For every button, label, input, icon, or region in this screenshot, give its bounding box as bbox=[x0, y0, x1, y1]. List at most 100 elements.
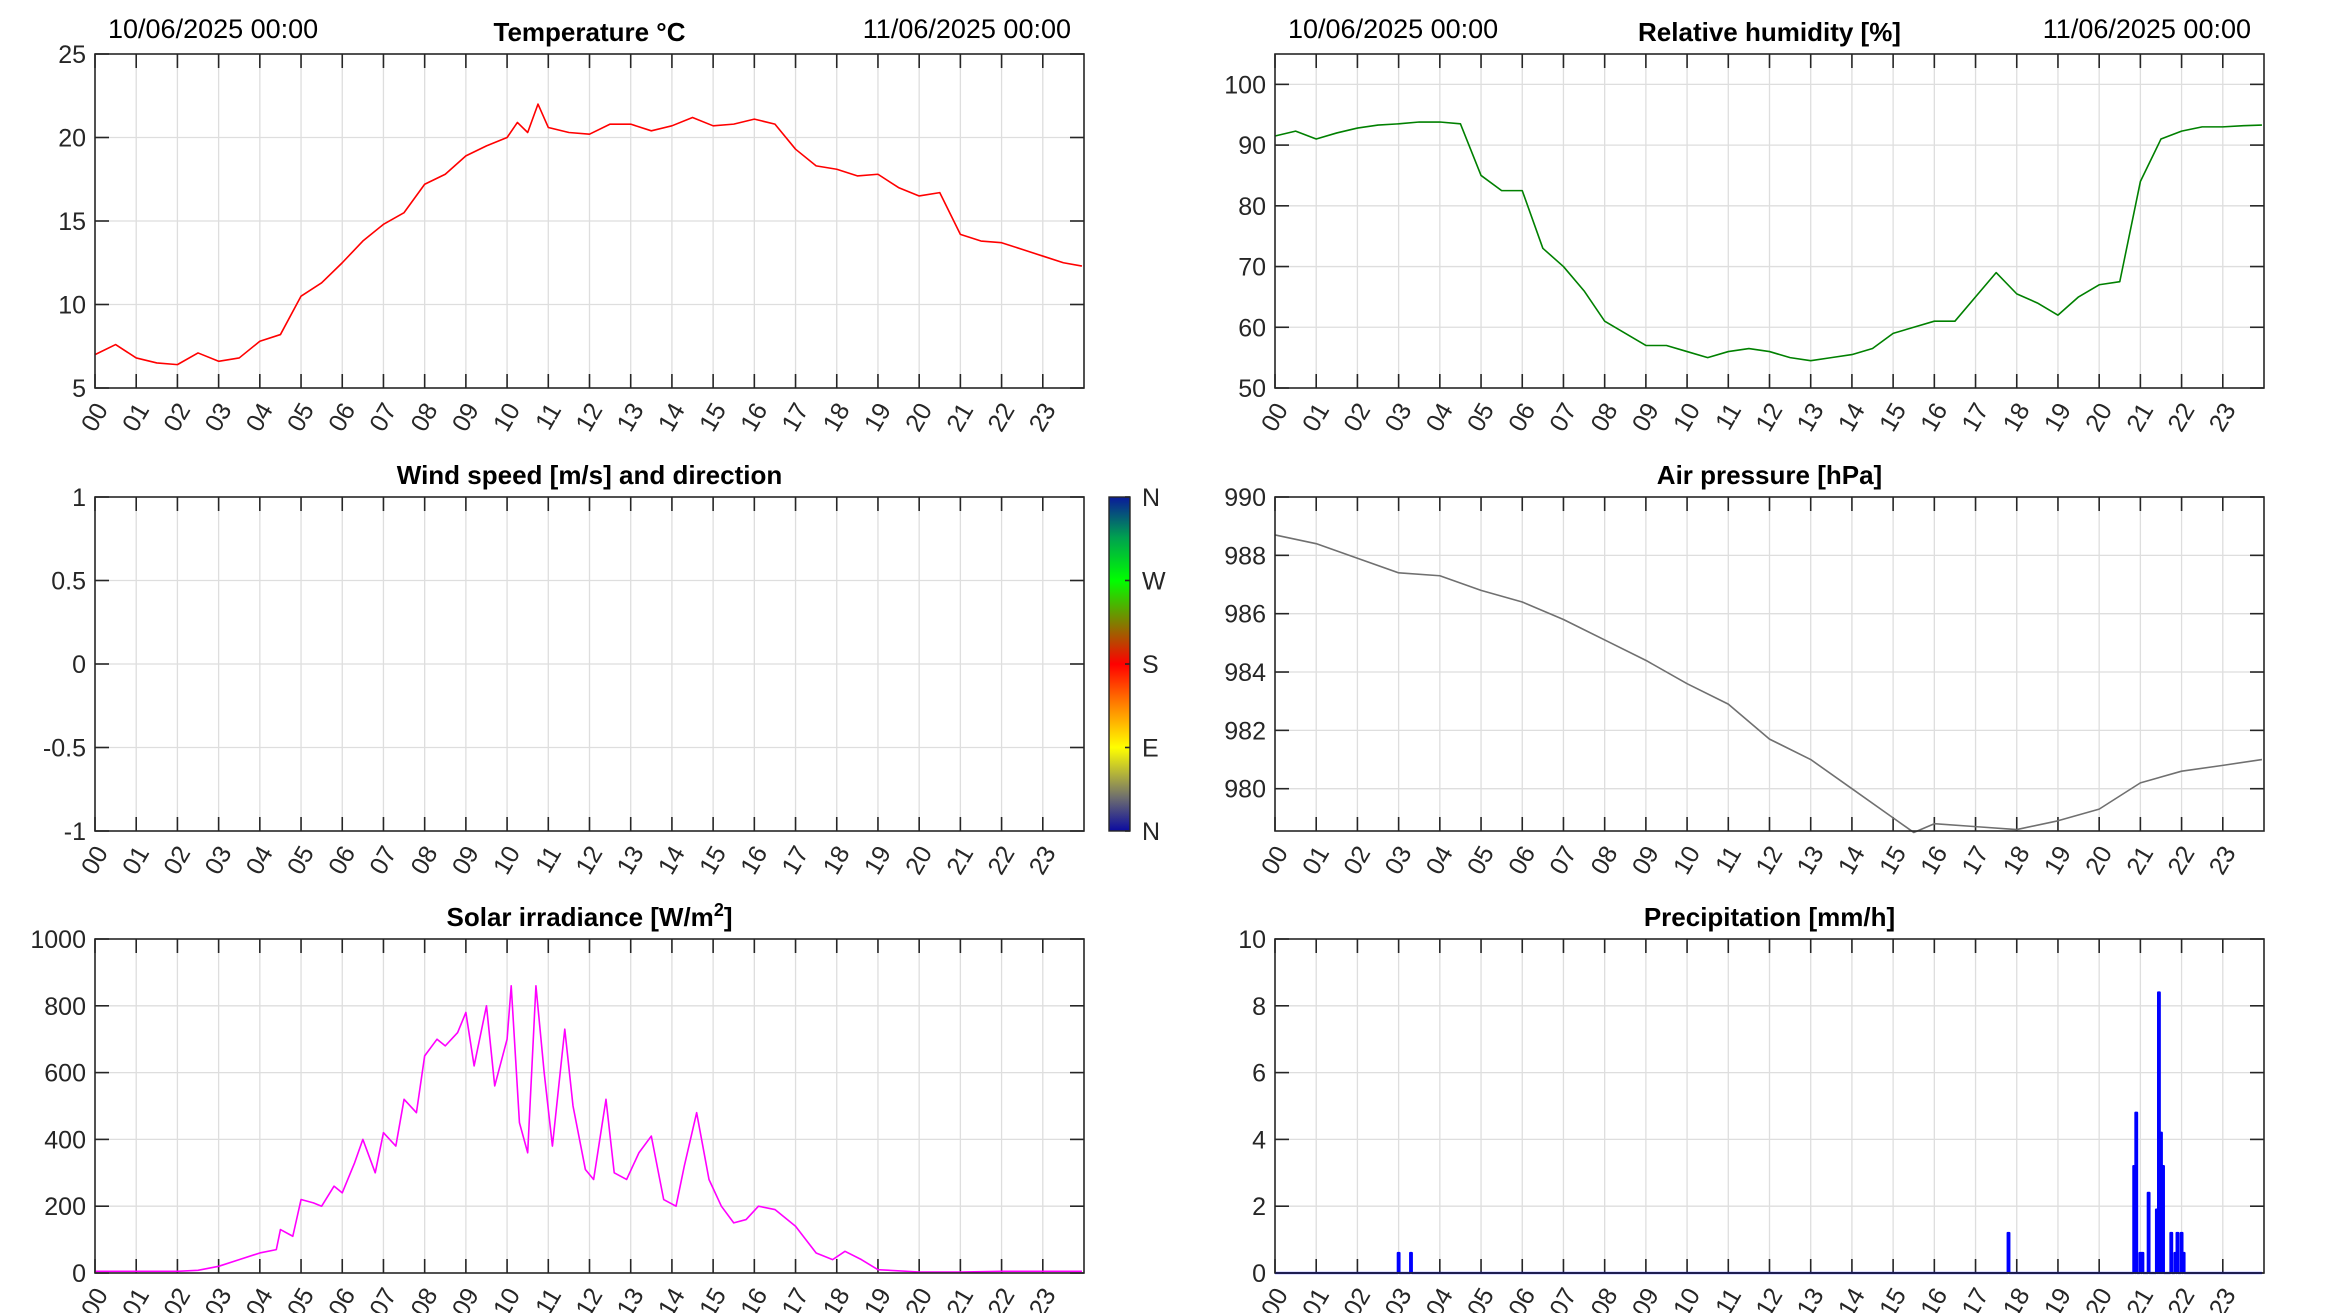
x-tick-label: 13 bbox=[611, 841, 649, 879]
chart-title-text: Precipitation [mm/h] bbox=[1644, 902, 1895, 932]
y-tick-label: 70 bbox=[1238, 254, 1266, 282]
axes-frame bbox=[94, 496, 1085, 832]
x-tick-label: 21 bbox=[2121, 398, 2159, 436]
x-tick-label: 03 bbox=[1379, 1283, 1417, 1313]
x-tick-label: 11 bbox=[530, 398, 567, 434]
chart-title-end: ] bbox=[724, 902, 733, 932]
x-tick-label: 23 bbox=[1024, 841, 1062, 879]
y-tick-label: 600 bbox=[44, 1060, 86, 1088]
solar-chart: 00 01 02 03 04 05 06 07 08 09 10 11 12 13 14 15 16 17 18 19… bbox=[30, 900, 1085, 1313]
x-tick-label: 04 bbox=[241, 1283, 279, 1313]
y-tick-label: 4 bbox=[1252, 1126, 1266, 1154]
x-tick-label: 13 bbox=[611, 398, 649, 436]
chart-title: Air pressure [hPa] bbox=[1657, 460, 1882, 490]
x-tick-label: 12 bbox=[570, 1283, 608, 1313]
x-tick-label: 07 bbox=[1544, 841, 1582, 879]
chart-title-text: Air pressure [hPa] bbox=[1657, 460, 1882, 490]
y-tick-label: 990 bbox=[1224, 484, 1266, 512]
x-tick-label: 10 bbox=[488, 841, 526, 879]
x-tick-label: 15 bbox=[694, 398, 732, 436]
x-tick-label: 01 bbox=[1297, 1283, 1335, 1313]
x-tick-label: 21 bbox=[941, 841, 979, 879]
x-tick-label: 05 bbox=[1462, 1283, 1500, 1313]
chart-title: Wind speed [m/s] and direction bbox=[397, 460, 782, 490]
x-tick-label: 04 bbox=[1421, 1283, 1459, 1313]
x-tick-label: 02 bbox=[158, 1283, 196, 1313]
x-tick-label: 01 bbox=[117, 841, 155, 879]
x-tick-label: 09 bbox=[1627, 1283, 1665, 1313]
x-tick-label: 20 bbox=[2080, 1283, 2118, 1313]
x-tick-label: 04 bbox=[1421, 841, 1459, 879]
x-tick-label: 22 bbox=[982, 841, 1020, 879]
y-tick-label: 20 bbox=[58, 125, 86, 153]
y-tick-label: 50 bbox=[1238, 375, 1266, 403]
pressure-series-line bbox=[1274, 534, 2263, 834]
x-tick-label: 22 bbox=[982, 1283, 1020, 1313]
x-tick-label: 17 bbox=[776, 841, 814, 879]
x-tick-label: 10 bbox=[1668, 1283, 1706, 1313]
x-tick-label: 06 bbox=[323, 398, 361, 436]
x-tick-label: 00 bbox=[1256, 398, 1294, 436]
x-tick-label: 21 bbox=[941, 398, 979, 436]
wind-chart: 00 01 02 03 04 05 06 07 08 09 10 11 12 13 14 15 16 17 18 19… bbox=[43, 460, 1166, 879]
x-tick-label: 07 bbox=[1544, 398, 1582, 436]
x-tick-label: 20 bbox=[900, 841, 938, 879]
x-tick-label: 00 bbox=[76, 841, 114, 879]
x-tick-label: 05 bbox=[282, 841, 320, 879]
precipitation-chart: 00 01 02 03 04 05 06 07 08 09 10 11 12 13 14 15 16 17 18 19… bbox=[1238, 902, 2265, 1313]
x-tick-label: 03 bbox=[1379, 398, 1417, 436]
x-tick-label: 16 bbox=[1915, 841, 1953, 879]
y-tick-label: 10 bbox=[1238, 926, 1266, 954]
x-tick-label: 23 bbox=[1024, 1283, 1062, 1313]
x-tick-label: 20 bbox=[2080, 398, 2118, 436]
x-tick-label: 03 bbox=[1379, 841, 1417, 879]
x-tick-label: 09 bbox=[1627, 398, 1665, 436]
x-tick-label: 23 bbox=[2204, 1283, 2242, 1313]
x-tick-label: 07 bbox=[364, 398, 402, 436]
x-tick-label: 03 bbox=[199, 398, 237, 436]
x-tick-label: 05 bbox=[282, 398, 320, 436]
x-tick-label: 11 bbox=[1710, 1283, 1747, 1313]
x-tick-label: 19 bbox=[2039, 1283, 2077, 1313]
y-tick-label: 15 bbox=[58, 208, 86, 236]
x-tick-label: 13 bbox=[1791, 841, 1829, 879]
x-tick-label: 01 bbox=[1297, 841, 1335, 879]
chart-title: Relative humidity [%] bbox=[1638, 17, 1901, 47]
x-tick-label: 06 bbox=[323, 1283, 361, 1313]
x-tick-label: 18 bbox=[818, 398, 856, 436]
x-tick-label: 03 bbox=[199, 841, 237, 879]
chart-title-text: Temperature °C bbox=[494, 17, 686, 47]
y-tick-label: 982 bbox=[1224, 717, 1266, 745]
y-tick-label: 980 bbox=[1224, 776, 1266, 804]
axes-frame bbox=[1274, 53, 2265, 389]
x-tick-label: 15 bbox=[1874, 398, 1912, 436]
end-date-label: 11/06/2025 00:00 bbox=[863, 14, 1071, 44]
x-tick-label: 05 bbox=[282, 1283, 320, 1313]
axes-frame bbox=[1274, 496, 2265, 832]
x-tick-label: 00 bbox=[76, 398, 114, 436]
chart-title-text: Wind speed [m/s] and direction bbox=[397, 460, 782, 490]
x-tick-label: 06 bbox=[323, 841, 361, 879]
x-tick-label: 08 bbox=[1585, 841, 1623, 879]
x-tick-label: 10 bbox=[488, 398, 526, 436]
y-tick-label: 2 bbox=[1252, 1193, 1266, 1221]
colorbar-label: W bbox=[1142, 568, 1166, 596]
x-tick-label: 05 bbox=[1462, 398, 1500, 436]
x-tick-label: 19 bbox=[859, 1283, 897, 1313]
x-tick-label: 16 bbox=[735, 841, 773, 879]
x-tick-label: 23 bbox=[1024, 398, 1062, 436]
y-tick-label: 0 bbox=[72, 1260, 86, 1288]
x-tick-label: 14 bbox=[1833, 1283, 1871, 1313]
x-tick-label: 08 bbox=[405, 1283, 443, 1313]
x-tick-label: 20 bbox=[2080, 841, 2118, 879]
y-tick-label: 1000 bbox=[30, 926, 86, 954]
y-tick-label: 986 bbox=[1224, 601, 1266, 629]
x-tick-label: 05 bbox=[1462, 841, 1500, 879]
colorbar-label: E bbox=[1142, 735, 1159, 763]
y-tick-label: -1 bbox=[64, 818, 86, 846]
y-tick-label: 400 bbox=[44, 1126, 86, 1154]
x-tick-label: 06 bbox=[1503, 841, 1541, 879]
x-tick-label: 15 bbox=[694, 841, 732, 879]
x-tick-label: 17 bbox=[776, 1283, 814, 1313]
x-tick-label: 11 bbox=[1710, 841, 1747, 877]
